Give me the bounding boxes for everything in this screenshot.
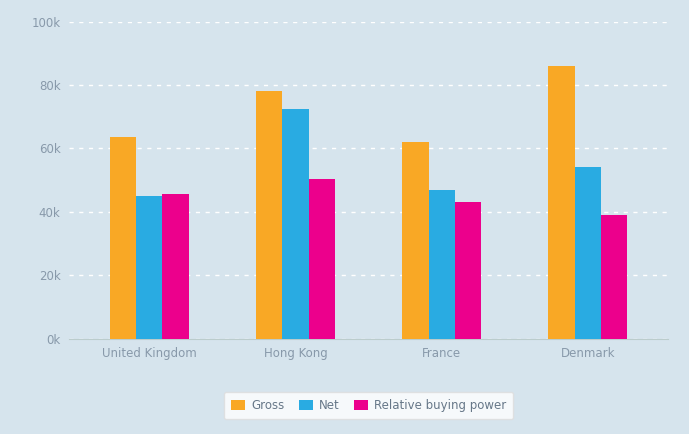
Bar [110, 137, 136, 339]
Bar [455, 202, 481, 339]
Bar [575, 168, 601, 339]
Bar [548, 66, 575, 339]
Bar [136, 196, 163, 339]
Bar [282, 109, 309, 339]
Bar [429, 190, 455, 339]
Bar [163, 194, 189, 339]
Legend: Gross, Net, Relative buying power: Gross, Net, Relative buying power [224, 392, 513, 419]
Bar [402, 142, 429, 339]
Bar [601, 215, 628, 339]
Bar [309, 178, 335, 339]
Bar [256, 92, 282, 339]
